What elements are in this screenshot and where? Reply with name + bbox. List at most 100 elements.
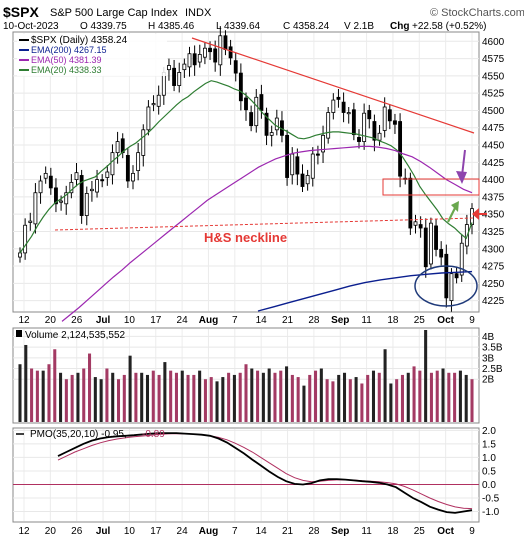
open-value: O 4339.75 — [80, 21, 127, 32]
red-arrow-icon — [472, 208, 487, 220]
candle-up — [33, 192, 38, 225]
pmo-signal-label: -0.89 — [142, 429, 165, 440]
x-tick-label: 12 — [18, 526, 30, 537]
x-tick-label: 28 — [308, 315, 320, 326]
candle-down — [418, 224, 423, 229]
pmo-tick-label: 0.5 — [482, 466, 496, 477]
candle-down — [172, 67, 177, 86]
volume-bar — [134, 372, 138, 422]
pmo-series — [57, 432, 473, 514]
close-value: C 4358.24 — [283, 21, 330, 32]
x-tick-label: Jul — [96, 526, 111, 537]
price-tick-label: 4575 — [482, 54, 505, 65]
candle-up — [182, 63, 187, 71]
x-tick-label: 21 — [282, 315, 294, 326]
pmo-legend: PMO(35,20,10) -0.95, -0.89 — [16, 429, 165, 440]
candle-down — [295, 156, 300, 175]
candle-up — [105, 171, 110, 178]
pmo-tick-label: 2.0 — [482, 426, 496, 437]
candle-down — [233, 60, 238, 74]
candle-down — [367, 110, 372, 120]
candle-up — [290, 153, 295, 176]
candle-down — [372, 121, 377, 141]
volume-bar — [331, 381, 335, 422]
candle-up — [377, 132, 382, 141]
volume-tick-label: 3.5B — [482, 343, 503, 354]
candle-up — [167, 65, 171, 71]
candle-up — [197, 54, 202, 63]
candle-up — [310, 153, 315, 179]
x-tick-label: 20 — [45, 526, 57, 537]
candle-up — [326, 112, 331, 139]
volume-bar — [186, 374, 190, 422]
price-tick-label: 4300 — [482, 244, 505, 255]
x-tick-label: 10 — [124, 315, 136, 326]
volume-bar — [53, 349, 57, 422]
exchange: INDX — [185, 7, 212, 19]
volume-bar — [285, 366, 289, 422]
volume-bar — [221, 377, 225, 422]
volume-bar — [41, 370, 45, 422]
candle-down — [315, 153, 320, 156]
volume-bar — [128, 355, 132, 422]
volume-bar — [70, 374, 74, 422]
x-tick-label: Aug — [199, 526, 218, 537]
candle-down — [228, 46, 233, 59]
x-tick-label: 14 — [256, 315, 268, 326]
volume-bar — [18, 364, 22, 422]
ema50-line — [61, 145, 473, 322]
volume-bar — [169, 370, 173, 422]
x-tick-label: 11 — [361, 315, 372, 326]
volume-bar — [377, 372, 381, 422]
volume-bar — [435, 370, 439, 422]
candle-down — [423, 227, 428, 268]
volume-bar — [314, 370, 318, 422]
volume-bar — [337, 374, 341, 422]
volume-bar — [290, 374, 294, 422]
volume-bar — [412, 366, 416, 422]
volume-bar — [64, 379, 68, 422]
candle-up — [69, 181, 74, 194]
volume-tick-label: 3B — [482, 353, 495, 364]
candle-down — [454, 273, 459, 279]
price-series — [18, 26, 474, 322]
pmo-tick-label: 1.5 — [482, 439, 496, 450]
legend-ema50: EMA(50) 4381.39 — [31, 55, 102, 65]
axis-labels: 4225 4250 4275 4300 4325 4350 4375 4400 4425 4450… — [18, 37, 504, 537]
legend-ema20: EMA(20) 4338.33 — [31, 65, 102, 75]
price-tick-label: 4350 — [482, 210, 505, 221]
candle-down — [192, 53, 197, 66]
pmo-tick-label: -1.0 — [482, 507, 500, 518]
candle-down — [54, 187, 58, 205]
volume-bar — [30, 368, 34, 422]
volume-bar — [145, 374, 150, 422]
volume-bar — [319, 368, 323, 422]
candle-up — [218, 35, 223, 66]
volume-bar — [389, 383, 393, 422]
price-tick-label: 4325 — [482, 227, 505, 238]
volume-bar — [360, 383, 364, 422]
volume-bar — [256, 370, 260, 422]
volume-bar — [296, 377, 300, 422]
volume-bar — [366, 374, 370, 422]
candle-up — [177, 72, 182, 86]
volume-bar — [151, 370, 155, 422]
candle-down — [264, 112, 269, 136]
candle-down — [336, 96, 341, 100]
candle-down — [341, 101, 346, 113]
volume-bar — [348, 379, 352, 422]
x-tick-label: Sep — [331, 526, 349, 537]
volume-bar — [59, 372, 63, 422]
candle-down — [398, 121, 403, 177]
candle-down — [393, 120, 397, 125]
candle-up — [459, 242, 464, 276]
candle-up — [28, 220, 33, 223]
price-tick-label: 4600 — [482, 37, 505, 48]
price-tick-label: 4525 — [482, 89, 505, 100]
candle-up — [413, 221, 418, 226]
price-legend: $SPX (Daily) 4358.24 EMA(200) 4267.15 EM… — [17, 34, 167, 76]
x-tick-label: 18 — [387, 315, 399, 326]
candle-up — [382, 106, 387, 131]
chg-label: Chg — [390, 21, 409, 32]
